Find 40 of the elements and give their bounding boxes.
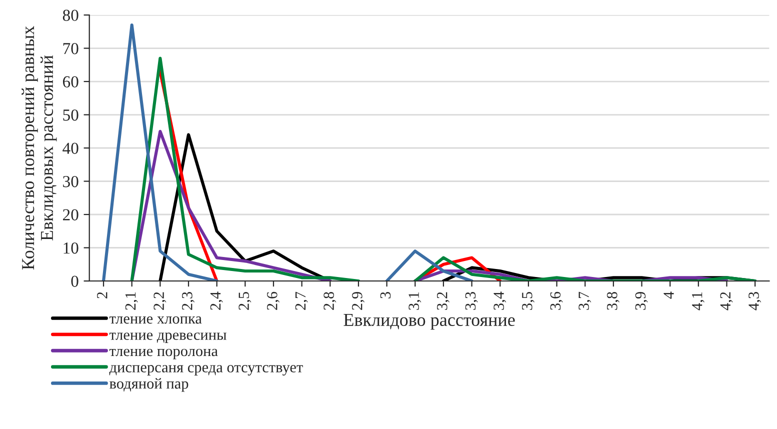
x-tick-label: 4,3 [748, 292, 762, 310]
x-tick-label: 3,1 [408, 292, 422, 310]
x-axis-title: Евклидово расстояние [344, 314, 515, 330]
y-tick-label: 70 [63, 42, 78, 54]
x-tick-label: 3,4 [494, 292, 506, 310]
x-tick-label: 3,8 [606, 292, 620, 310]
x-tick-label: 2,8 [324, 292, 336, 310]
x-tick-label: 2,4 [210, 292, 223, 310]
x-tick-label: 2,5 [238, 292, 252, 310]
x-tick-label: 2,3 [182, 292, 195, 310]
legend-label: тление хлопка [109, 316, 202, 324]
x-tick-label: 3,9 [635, 292, 648, 310]
y-tick-label: 80 [62, 10, 78, 21]
y-axis-title: Количество повторений равных Евклидовых расстояний [22, 26, 57, 270]
y-tick-label: 50 [63, 109, 78, 121]
x-tick-label: 3 [380, 292, 391, 298]
y-tick-label: 20 [63, 209, 78, 220]
x-tick-label: 3,2 [437, 292, 450, 310]
x-tick-label: 2,2 [154, 292, 166, 310]
x-tick-label: 4,2 [720, 292, 733, 310]
legend-label: дисперсаня среда отсутствует [109, 365, 303, 376]
x-tick-label: 3,3 [465, 292, 478, 310]
y-tick-label: 30 [63, 176, 78, 188]
legend-label: тление древесины [109, 332, 226, 344]
y-tick-label: 0 [71, 276, 78, 287]
y-tick-label: 10 [64, 242, 78, 254]
y-tick-label: 60 [62, 76, 78, 88]
y-tick-label: 40 [62, 142, 78, 154]
x-tick-label: 4,1 [692, 292, 704, 310]
x-tick-label: 2 [97, 292, 108, 298]
x-tick-label: 2,9 [352, 292, 364, 310]
x-tick-label: 2,7 [295, 292, 308, 310]
x-tick-label: 3,7 [578, 292, 592, 310]
x-tick-label: 2,6 [267, 292, 280, 310]
x-tick-label: 3,6 [550, 292, 563, 310]
legend-label: тление поролона [109, 348, 218, 360]
legend-label: водяной пар [110, 378, 188, 392]
x-tick-label: 4 [664, 292, 674, 299]
x-tick-label: 3,5 [522, 292, 534, 310]
x-tick-label: 2,1 [125, 292, 138, 310]
